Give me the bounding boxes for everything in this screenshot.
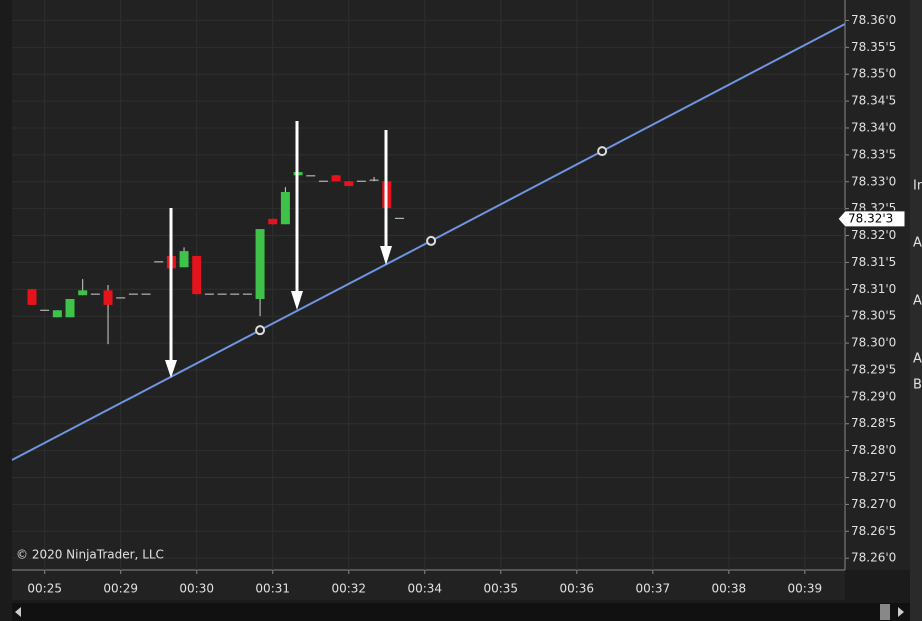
scroll-right[interactable] xyxy=(898,607,904,617)
candle-body xyxy=(27,289,37,305)
y-tick-label: 78.26'0 xyxy=(851,551,896,565)
scroll-thumb[interactable] xyxy=(880,604,890,620)
side-panel-label: A xyxy=(913,236,922,251)
x-axis-panel xyxy=(12,570,845,600)
y-tick-label: 78.30'0 xyxy=(851,336,896,350)
candle-body xyxy=(344,181,354,187)
candle-body xyxy=(192,255,202,295)
y-tick-label: 78.29'0 xyxy=(851,389,896,403)
candle-body xyxy=(52,310,62,318)
candle-body xyxy=(78,290,88,296)
x-tick-label: 00:39 xyxy=(788,582,823,596)
side-panel-label: In xyxy=(913,179,922,194)
side-panel xyxy=(910,0,922,621)
x-tick-label: 00:35 xyxy=(483,582,518,596)
arrows xyxy=(165,121,392,378)
y-tick-label: 78.31'5 xyxy=(851,255,896,269)
x-tick-label: 00:38 xyxy=(712,582,747,596)
y-tick-label: 78.30'5 xyxy=(851,309,896,323)
y-tick-label: 78.35'0 xyxy=(851,67,896,81)
watermark: © 2020 NinjaTrader, LLC xyxy=(16,548,164,562)
candle-body xyxy=(179,251,189,268)
x-tick-label: 00:25 xyxy=(27,582,62,596)
y-tick-label: 78.31'0 xyxy=(851,282,896,296)
candle-body xyxy=(103,290,113,305)
x-tick-label: 00:36 xyxy=(559,582,594,596)
trend-line-extension xyxy=(11,329,261,461)
y-tick-label: 78.34'5 xyxy=(851,94,896,108)
y-tick-label: 78.27'0 xyxy=(851,497,896,511)
scroll-left[interactable] xyxy=(15,607,21,617)
plot-area xyxy=(12,0,845,570)
y-tick-label: 78.28'5 xyxy=(851,416,896,430)
y-tick-label: 78.28'0 xyxy=(851,443,896,457)
y-tick-label: 78.29'5 xyxy=(851,362,896,376)
price-tag-label: 78.32'3 xyxy=(848,211,893,225)
y-tick-label: 78.27'5 xyxy=(851,470,896,484)
y-tick-label: 78.35'5 xyxy=(851,40,896,54)
price-tag xyxy=(837,210,906,228)
trend-anchor xyxy=(426,235,437,246)
grid xyxy=(12,0,845,570)
marks xyxy=(11,23,846,461)
y-tick-label: 78.32'0 xyxy=(851,228,896,242)
y-tick-label: 78.33'0 xyxy=(851,174,896,188)
y-tick-label: 78.36'0 xyxy=(851,13,896,27)
scrollbar[interactable] xyxy=(12,603,910,621)
candle-body xyxy=(331,175,341,182)
x-tick-label: 00:29 xyxy=(103,582,138,596)
x-tick-label: 00:37 xyxy=(636,582,671,596)
candle-body xyxy=(280,191,290,225)
arrow-head xyxy=(165,360,177,378)
side-panel-label: A xyxy=(913,294,922,309)
candle-body xyxy=(65,298,75,318)
trend-line-extension xyxy=(601,23,846,152)
trend-anchor xyxy=(255,325,266,336)
y-tick-label: 78.33'5 xyxy=(851,147,896,161)
candle-body xyxy=(255,229,265,299)
y-tick-label: 78.26'5 xyxy=(851,524,896,538)
y-tick-label: 78.34'0 xyxy=(851,120,896,134)
y-axis-panel xyxy=(845,0,910,570)
x-tick-label: 00:31 xyxy=(255,582,290,596)
side-panel-label: A xyxy=(913,352,922,367)
x-tick-label: 00:30 xyxy=(179,582,214,596)
x-tick-label: 00:34 xyxy=(407,582,442,596)
candle-body xyxy=(268,218,278,225)
arrow-head xyxy=(291,291,303,310)
x-tick-label: 00:32 xyxy=(331,582,366,596)
arrow-head xyxy=(380,246,392,265)
trend-anchor xyxy=(597,146,608,157)
side-panel-label: B xyxy=(913,378,922,393)
